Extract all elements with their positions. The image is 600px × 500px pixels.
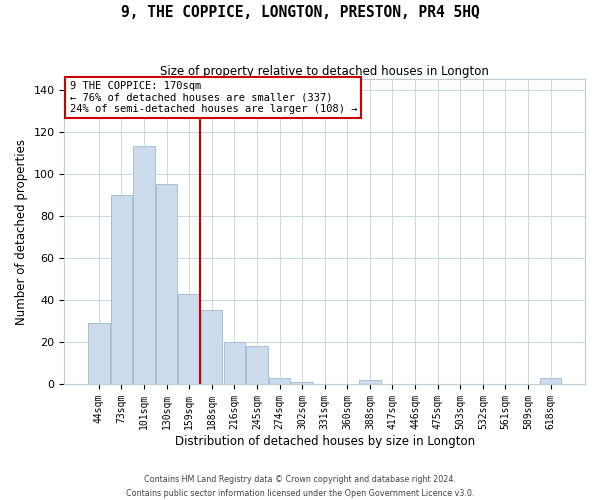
- Bar: [359, 380, 380, 384]
- Bar: [246, 346, 268, 384]
- Text: 9 THE COPPICE: 170sqm
← 76% of detached houses are smaller (337)
24% of semi-det: 9 THE COPPICE: 170sqm ← 76% of detached …: [70, 80, 357, 114]
- Bar: [540, 378, 562, 384]
- Bar: [224, 342, 245, 384]
- Bar: [156, 184, 177, 384]
- Bar: [133, 146, 155, 384]
- Y-axis label: Number of detached properties: Number of detached properties: [15, 138, 28, 324]
- Title: Size of property relative to detached houses in Longton: Size of property relative to detached ho…: [160, 65, 489, 78]
- Bar: [292, 382, 313, 384]
- Bar: [201, 310, 223, 384]
- X-axis label: Distribution of detached houses by size in Longton: Distribution of detached houses by size …: [175, 434, 475, 448]
- Bar: [110, 195, 132, 384]
- Text: 9, THE COPPICE, LONGTON, PRESTON, PR4 5HQ: 9, THE COPPICE, LONGTON, PRESTON, PR4 5H…: [121, 5, 479, 20]
- Bar: [269, 378, 290, 384]
- Text: Contains HM Land Registry data © Crown copyright and database right 2024.
Contai: Contains HM Land Registry data © Crown c…: [126, 476, 474, 498]
- Bar: [88, 323, 110, 384]
- Bar: [178, 294, 200, 384]
